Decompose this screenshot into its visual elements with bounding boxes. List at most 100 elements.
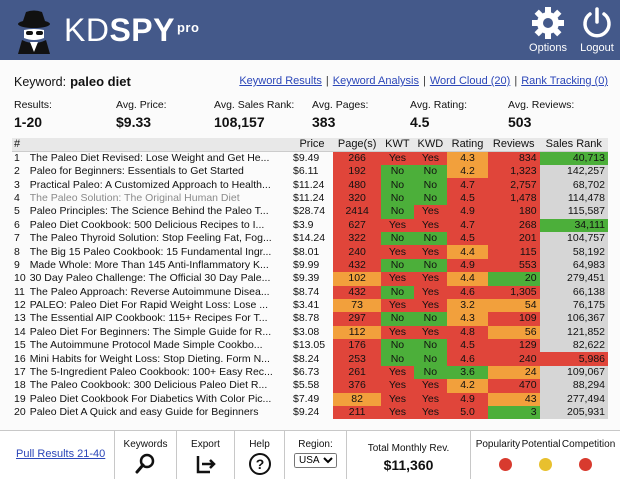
table-row[interactable]: 16 Mini Habits for Weight Loss: Stop Diet…: [12, 352, 608, 366]
table-row[interactable]: 5 Paleo Principles: The Science Behind th…: [12, 205, 608, 219]
stat-avg-price: Avg. Price: $9.33: [116, 99, 167, 130]
sales-rank-cell: 114,478: [539, 191, 608, 206]
table-row[interactable]: 1 The Paleo Diet Revised: Lose Weight and…: [12, 151, 608, 165]
kwt-cell: No: [381, 285, 414, 299]
link-word-cloud[interactable]: Word Cloud (20): [429, 75, 511, 87]
book-title[interactable]: The Big 15 Paleo Cookbook: 15 Fundamenta…: [29, 245, 272, 258]
table-row[interactable]: 10 30 Day Paleo Challenge: The Official 3…: [12, 272, 608, 286]
help-button[interactable]: Help ?: [234, 431, 284, 479]
col-header-pages[interactable]: Page(s): [333, 138, 382, 152]
sales-rank-cell: 64,983: [539, 258, 608, 273]
rating-cell: 4.9: [447, 258, 488, 273]
book-title[interactable]: The Essential AIP Cookbook: 115+ Recipes…: [29, 312, 268, 325]
link-keyword-results[interactable]: Keyword Results: [239, 75, 322, 87]
region-select[interactable]: USA: [294, 453, 337, 468]
col-header-reviews[interactable]: Reviews: [487, 138, 540, 152]
book-title[interactable]: The Paleo Solution: The Original Human D…: [29, 191, 240, 204]
rating-cell: 5.0: [447, 406, 488, 420]
book-title[interactable]: The Paleo Diet Revised: Lose Weight and …: [29, 152, 270, 164]
book-title[interactable]: 30 Day Paleo Challenge: The Official 30 …: [29, 272, 271, 285]
book-title[interactable]: Paleo Diet A Quick and easy Guide for Be…: [29, 406, 259, 419]
table-row[interactable]: 4 The Paleo Solution: The Original Human …: [12, 191, 608, 206]
sales-rank-cell: 76,175: [539, 298, 608, 313]
link-rank-tracking[interactable]: Rank Tracking (0): [521, 75, 608, 87]
row-number: 19: [14, 392, 26, 405]
price-cell: $28.74: [293, 205, 326, 218]
sales-rank-cell: 68,702: [539, 178, 608, 192]
book-title[interactable]: The Paleo Approach: Reverse Autoimmune D…: [29, 285, 270, 298]
export-label: Export: [191, 439, 220, 450]
table-header-row: # Price Page(s) KWT KWD Rating Reviews S…: [12, 138, 608, 152]
book-title[interactable]: The Autoimmune Protocol Made Simple Cook…: [29, 339, 263, 352]
link-keyword-analysis[interactable]: Keyword Analysis: [332, 75, 419, 87]
stat-label: Avg. Sales Rank:: [214, 99, 295, 111]
row-number: 10: [14, 272, 26, 285]
book-title[interactable]: Paleo Diet Cookbook For Diabetics With C…: [29, 392, 272, 405]
book-title[interactable]: Paleo Principles: The Science Behind the…: [29, 205, 269, 218]
sales-rank-cell: 58,192: [539, 245, 608, 259]
keywords-button[interactable]: Keywords: [114, 431, 176, 479]
col-header-kwd[interactable]: KWD: [413, 138, 448, 152]
kwt-cell: Yes: [381, 151, 414, 165]
table-row[interactable]: 13 The Essential AIP Cookbook: 115+ Recip…: [12, 312, 608, 326]
table-row[interactable]: 3 Practical Paleo: A Customized Approach …: [12, 178, 608, 192]
rating-cell: 4.7: [447, 218, 488, 232]
table-row[interactable]: 8 The Big 15 Paleo Cookbook: 15 Fundament…: [12, 245, 608, 259]
book-title[interactable]: Mini Habits for Weight Loss: Stop Dietin…: [29, 352, 270, 365]
table-row[interactable]: 7 The Paleo Thyroid Solution: Stop Feelin…: [12, 231, 608, 246]
reviews-cell: 129: [487, 339, 540, 353]
kwd-cell: Yes: [413, 392, 448, 407]
book-title[interactable]: The 5-Ingredient Paleo Cookbook: 100+ Ea…: [29, 366, 273, 379]
table-row[interactable]: 15 The Autoimmune Protocol Made Simple Co…: [12, 339, 608, 353]
book-title[interactable]: Paleo for Beginners: Essentials to Get S…: [29, 165, 244, 178]
pages-cell: 240: [333, 245, 382, 259]
table-row[interactable]: 20 Paleo Diet A Quick and easy Guide for …: [12, 406, 608, 420]
stat-label: Avg. Reviews:: [508, 99, 575, 111]
reviews-cell: 3: [487, 406, 540, 420]
col-header-number[interactable]: #: [12, 138, 291, 152]
book-title[interactable]: PALEO: Paleo Diet For Rapid Weight Loss:…: [29, 299, 268, 312]
kwd-cell: No: [413, 312, 448, 326]
col-header-kwt[interactable]: KWT: [381, 138, 414, 152]
stat-value: 4.5: [410, 114, 430, 130]
total-label: Total Monthly Rev.: [367, 443, 450, 454]
table-row[interactable]: 18 The Paleo Cookbook: 300 Delicious Pale…: [12, 379, 608, 393]
price-cell: $8.74: [293, 285, 320, 298]
stat-avg-pages: Avg. Pages: 383: [312, 99, 368, 130]
table-row[interactable]: 9 Made Whole: More Than 145 Anti-Inflamma…: [12, 258, 608, 273]
table-row[interactable]: 12 PALEO: Paleo Diet For Rapid Weight Los…: [12, 298, 608, 313]
pages-cell: 627: [333, 218, 382, 232]
col-header-price[interactable]: Price: [291, 138, 333, 152]
pages-cell: 2414: [333, 205, 382, 219]
logout-label: Logout: [580, 42, 614, 54]
row-number: 17: [14, 366, 26, 379]
logout-button[interactable]: Logout: [576, 6, 618, 54]
table-row[interactable]: 17 The 5-Ingredient Paleo Cookbook: 100+ …: [12, 365, 608, 380]
export-button[interactable]: Export: [176, 431, 234, 479]
region-label: Region:: [298, 439, 333, 450]
table-row[interactable]: 11 The Paleo Approach: Reverse Autoimmune…: [12, 285, 608, 299]
book-title[interactable]: Made Whole: More Than 145 Anti-Inflammat…: [29, 258, 269, 271]
book-title[interactable]: The Paleo Cookbook: 300 Delicious Paleo …: [29, 379, 268, 392]
table-row[interactable]: 6 Paleo Diet Cookbook: 500 Delicious Reci…: [12, 218, 608, 232]
kwt-cell: Yes: [381, 325, 414, 340]
pages-cell: 73: [333, 298, 382, 313]
col-header-sales-rank[interactable]: Sales Rank: [539, 138, 608, 152]
book-title[interactable]: The Paleo Thyroid Solution: Stop Feeling…: [29, 232, 272, 245]
table-row[interactable]: 14 Paleo Diet For Beginners: The Simple G…: [12, 325, 608, 340]
link-separator: |: [325, 75, 329, 87]
kwd-cell: Yes: [413, 205, 448, 219]
kwt-cell: No: [381, 258, 414, 273]
table-row[interactable]: 2 Paleo for Beginners: Essentials to Get …: [12, 165, 608, 179]
kwd-cell: No: [413, 258, 448, 273]
sales-rank-cell: 34,111: [539, 218, 608, 232]
book-title[interactable]: Paleo Diet Cookbook: 500 Delicious Recip…: [29, 218, 265, 231]
book-title[interactable]: Practical Paleo: A Customized Approach t…: [29, 178, 271, 191]
pages-cell: 102: [333, 272, 382, 286]
table-row[interactable]: 19 Paleo Diet Cookbook For Diabetics With…: [12, 392, 608, 407]
pull-results-link[interactable]: Pull Results 21-40: [16, 448, 106, 460]
book-title[interactable]: Paleo Diet For Beginners: The Simple Gui…: [29, 325, 272, 338]
stat-value: 383: [312, 114, 336, 130]
options-button[interactable]: Options: [526, 6, 570, 54]
col-header-rating[interactable]: Rating: [447, 138, 488, 152]
